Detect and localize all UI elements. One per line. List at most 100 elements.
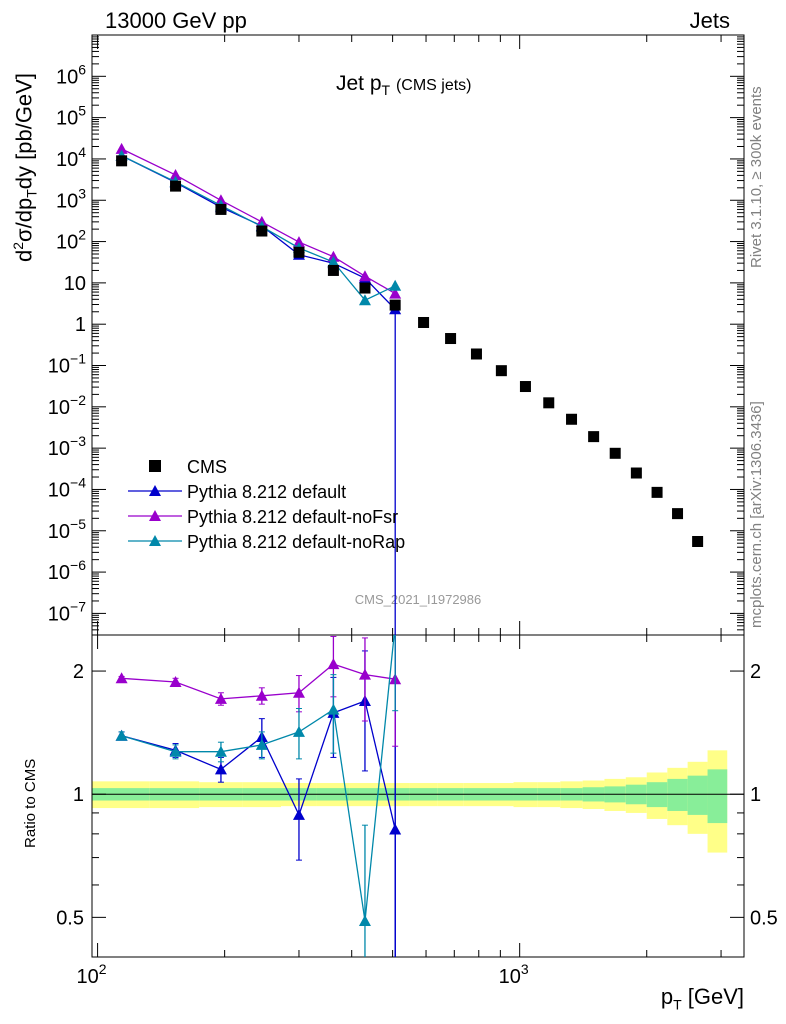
ratio-line — [121, 635, 395, 921]
cms-point — [256, 225, 268, 237]
series-point — [389, 287, 402, 299]
cms-point — [293, 246, 305, 258]
y-tick-base: 10 — [48, 397, 70, 419]
cms-data-points — [116, 155, 704, 547]
y-tick-base: 10 — [48, 603, 70, 625]
stat-uncertainty-band — [667, 778, 688, 811]
ratio-y-axis-label: Ratio to CMS — [22, 758, 39, 848]
series-point — [389, 279, 402, 291]
y-tick-base: 1 — [75, 314, 86, 336]
ylabel-part-sigma: σ/dp — [11, 197, 37, 242]
ratio-point — [214, 745, 227, 757]
y-tick-exp: −4 — [70, 474, 86, 490]
x-axis-label: pT [GeV] — [661, 984, 744, 1012]
cms-point — [495, 365, 507, 377]
x-tick-exp: 3 — [521, 961, 529, 977]
ratio-tick-label-left: 2 — [73, 661, 84, 683]
ratio-point — [169, 745, 182, 757]
y-tick-exp: −7 — [70, 598, 86, 614]
legend-marker — [149, 485, 161, 496]
ratio-tick-label-right: 2 — [750, 661, 761, 683]
title-sub: T — [381, 82, 391, 99]
ratio-tick-label-right: 0.5 — [750, 907, 778, 929]
cms-point — [651, 486, 663, 498]
x-tick-base: 10 — [77, 966, 99, 988]
ratio-point — [358, 914, 371, 926]
ratio-point — [292, 808, 305, 820]
ratio-tick-label-left: 1 — [73, 784, 84, 806]
ratio-point — [255, 689, 268, 701]
header-right: Jets — [689, 8, 730, 33]
cms-point — [692, 535, 704, 547]
mcplots-label: mcplots.cern.ch [arXiv:1306.3436] — [748, 401, 765, 628]
y-tick-label: 10−6 — [48, 557, 86, 584]
ratio-tick-label-left: 0.5 — [56, 907, 84, 929]
y-tick-label: 10−7 — [48, 598, 86, 625]
y-tick-label: 106 — [56, 61, 86, 88]
stat-uncertainty-band — [687, 775, 708, 815]
series-point — [115, 142, 128, 154]
ratio-point — [292, 725, 305, 737]
y-tick-label: 105 — [56, 103, 86, 130]
header-left: 13000 GeV pp — [105, 8, 247, 33]
legend: CMS Pythia 8.212 default Pythia 8.212 defa… — [128, 457, 405, 552]
y-tick-base: 10 — [56, 66, 78, 88]
y-tick-label: 10 — [64, 273, 86, 295]
cms-point — [543, 397, 555, 409]
ratio-point — [389, 823, 402, 835]
y-tick-exp: 2 — [78, 227, 86, 243]
rivet-label: Rivet 3.1.10, ≥ 300k events — [748, 86, 765, 268]
ratio-point — [214, 763, 227, 775]
y-tick-base: 10 — [56, 108, 78, 130]
cms-point — [418, 316, 430, 328]
y-tick-base: 10 — [56, 190, 78, 212]
ratio-point — [327, 658, 340, 670]
title-main: Jet p — [336, 72, 382, 95]
ratio-line — [121, 663, 396, 700]
y-tick-base: 10 — [48, 356, 70, 378]
ratio-frame — [91, 634, 745, 958]
y-tick-exp: 4 — [78, 144, 86, 160]
series-1-ratio — [115, 635, 402, 747]
y-tick-label: 10−2 — [48, 392, 86, 419]
y-tick-label: 10−1 — [48, 351, 86, 378]
series-point — [358, 270, 371, 282]
series-line — [121, 155, 396, 957]
series-0-main — [115, 149, 402, 957]
cms-point — [327, 264, 339, 276]
ratio-point — [115, 672, 128, 684]
y-tick-base: 10 — [56, 149, 78, 171]
ylabel-part-unit: dy [pb/GeV] — [11, 73, 37, 190]
chart-title: Jet pT (CMS jets) — [336, 72, 472, 98]
y-tick-base: 10 — [48, 562, 70, 584]
cms-point — [215, 203, 227, 215]
y-tick-exp: −2 — [70, 392, 86, 408]
ratio-point — [327, 703, 340, 715]
y-tick-label: 103 — [56, 185, 86, 212]
y-tick-base: 10 — [48, 479, 70, 501]
series-point — [169, 168, 182, 180]
cms-point — [630, 467, 642, 479]
title-suffix: (CMS jets) — [395, 77, 472, 94]
ylabel-part-2: 2 — [10, 241, 26, 250]
cms-point — [566, 413, 578, 425]
legend-marker — [149, 510, 161, 521]
ratio-point — [214, 692, 227, 704]
cms-point — [470, 348, 482, 360]
y-tick-base: 10 — [48, 521, 70, 543]
ratio-point — [115, 729, 128, 741]
xlabel-p: p — [660, 984, 674, 1009]
ratio-point — [255, 738, 268, 750]
cms-point — [116, 155, 128, 167]
series-point — [358, 294, 371, 306]
y-tick-base: 10 — [64, 273, 86, 295]
xlabel-t: T — [673, 996, 682, 1013]
y-tick-label: 104 — [56, 144, 86, 171]
cms-point — [445, 333, 457, 345]
y-tick-exp: 6 — [78, 61, 86, 77]
legend-marker-cms — [149, 460, 161, 472]
series-line — [121, 155, 396, 302]
cms-point — [389, 299, 401, 311]
legend-label: Pythia 8.212 default-noRap — [187, 532, 405, 552]
